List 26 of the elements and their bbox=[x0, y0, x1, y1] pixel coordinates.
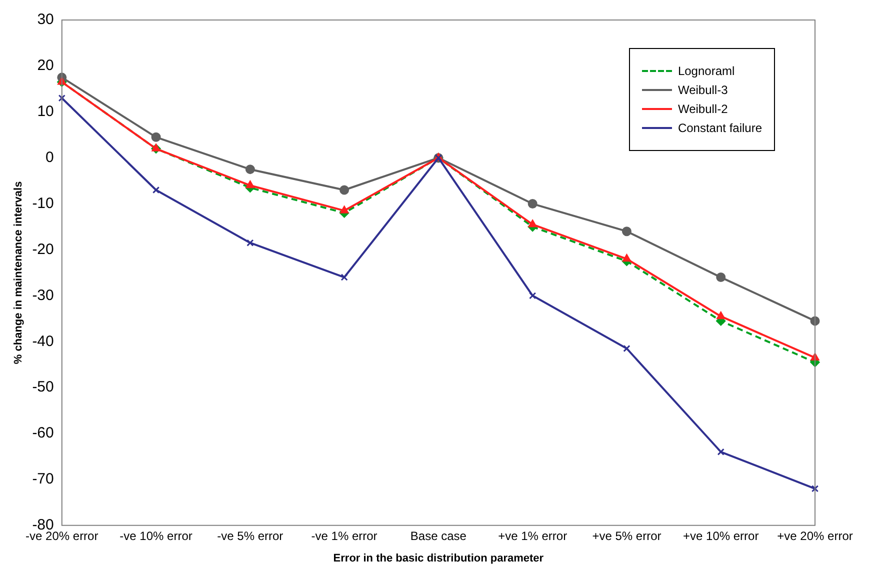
y-tick-label: 30 bbox=[37, 11, 54, 28]
x-tick-label: +ve 20% error bbox=[777, 528, 853, 543]
y-tick-label: -30 bbox=[32, 286, 54, 304]
x-tick-label: +ve 10% error bbox=[683, 528, 759, 543]
legend-label: Weibull-3 bbox=[678, 83, 728, 97]
x-tick-label: -ve 10% error bbox=[120, 528, 192, 543]
x-tick-label: +ve 1% error bbox=[498, 528, 568, 543]
x-tick-label: -ve 1% error bbox=[311, 528, 378, 543]
x-tick-label: +ve 5% error bbox=[592, 528, 662, 543]
legend-label: Constant failure bbox=[678, 121, 762, 135]
y-tick-label: -20 bbox=[32, 240, 54, 258]
legend-label: Weibull-2 bbox=[678, 102, 728, 116]
y-tick-label: -50 bbox=[32, 378, 54, 396]
x-tick-label: Base case bbox=[410, 528, 467, 543]
y-tick-label: -60 bbox=[32, 424, 54, 442]
y-axis-title: % change in maintenance intervals bbox=[12, 181, 25, 364]
y-tick-label: 10 bbox=[37, 103, 54, 120]
y-tick-label: 0 bbox=[46, 148, 54, 166]
y-tick-label: -10 bbox=[32, 194, 54, 212]
x-tick-label: -ve 5% error bbox=[217, 528, 284, 543]
x-axis-title: Error in the basic distribution parameter bbox=[333, 552, 544, 564]
y-tick-label: 20 bbox=[37, 57, 54, 74]
y-tick-label: -70 bbox=[32, 470, 54, 488]
x-tick-label: -ve 20% error bbox=[26, 528, 98, 543]
y-tick-label: -40 bbox=[32, 332, 54, 350]
legend-label: Lognoraml bbox=[678, 64, 735, 78]
